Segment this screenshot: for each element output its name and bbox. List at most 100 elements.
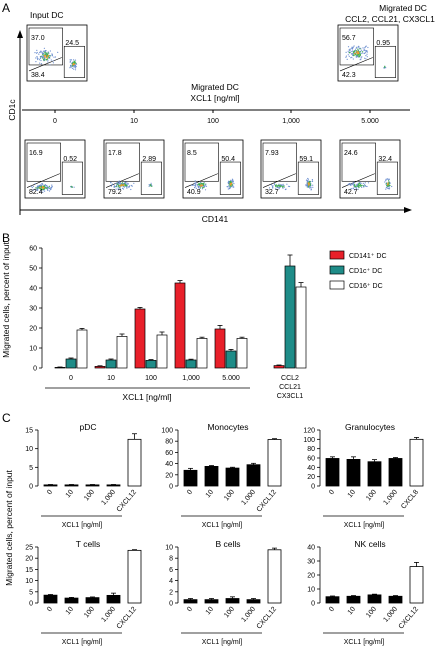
xcl1-migrated-title: Migrated DC [191, 82, 239, 92]
facs-event [280, 184, 282, 186]
facs-event [351, 48, 353, 50]
gate-upper-percent: 8.5 [187, 150, 197, 157]
panel-c-monocytes-x-axis-label: XCL1 [ng/ml] [202, 522, 243, 529]
panel-c-granulocytes-x-tick-label: CXCL8 [400, 489, 420, 511]
panel-c-nk-cells-y-tick-label: 10 [307, 587, 315, 594]
facs-event [359, 48, 361, 50]
cd1c-axis-label: CD1c [7, 99, 17, 121]
facs-event [366, 53, 368, 55]
facs-event [43, 185, 45, 187]
panel-c-t-cells-y-tick-label: 15 [25, 567, 33, 574]
facs-event [365, 58, 367, 60]
facs-event [73, 61, 75, 63]
facs-event [391, 185, 393, 188]
facs-event [205, 185, 208, 187]
facs-event [363, 185, 365, 187]
cd141-arrow-head [404, 207, 412, 213]
panel-c-granulocytes-x-tick-label: 100 [365, 489, 378, 503]
facs-event [352, 182, 354, 184]
panel-c-granulocytes-y-tick-label: 80 [307, 446, 315, 453]
facs-event [47, 52, 49, 54]
facs-event [230, 181, 232, 183]
facs-event [123, 186, 125, 188]
facs-event [358, 47, 360, 49]
facs-event [278, 183, 280, 185]
facs-event [351, 50, 353, 53]
panel-b-y-tick-label: 10 [29, 346, 37, 353]
facs-event [350, 188, 352, 190]
facs-event [51, 53, 53, 55]
panel-c-t-cells-y-tick-label: 25 [25, 545, 33, 552]
panel-c-t-cells-title: T cells [76, 539, 100, 549]
cd141-gate [219, 161, 241, 195]
facs-event [114, 186, 116, 188]
panel-b-x-tick-label: 100 [145, 375, 157, 382]
facs-event [37, 58, 39, 61]
panel-b-x-tick-label: 5.000 [222, 375, 240, 382]
facs-event [122, 184, 125, 186]
facs-event [47, 51, 49, 53]
panel-c-pdc-x-axis-label: XCL1 [ng/ml] [62, 522, 103, 529]
facs-event [49, 54, 51, 57]
facs-event [360, 185, 362, 187]
facs-event [202, 187, 204, 189]
panel-b-legend-swatch [329, 265, 345, 275]
facs-event [40, 190, 42, 192]
panel-c-nk-cells-y-tick-label: 40 [307, 545, 315, 552]
facs-event [351, 53, 353, 55]
facs-event [361, 184, 363, 186]
facs-event [47, 189, 49, 191]
facs-event [357, 188, 359, 190]
facs-event [361, 186, 363, 188]
panel-b-bar [76, 329, 88, 369]
facs-event [43, 56, 45, 58]
panel-c-granulocytes-title: Granulocytes [345, 422, 395, 432]
panel-c-monocytes-y-tick-label: 60 [165, 450, 173, 457]
facs-event [43, 50, 45, 53]
panel-c-t-cells-x-tick-label: 100 [83, 606, 96, 620]
facs-event [37, 57, 39, 60]
facs-event [272, 185, 274, 187]
gate-lower-percent: 38.4 [31, 72, 45, 79]
facs-event [71, 186, 73, 188]
facs-event [352, 47, 354, 49]
facs-event [32, 189, 34, 191]
facs-event [113, 186, 115, 188]
facs-event [39, 62, 41, 64]
facs-event [352, 50, 354, 52]
facs-event [385, 67, 387, 69]
panel-c-monocytes-x-tick-label: 1,000 [240, 489, 257, 507]
facs-event [351, 56, 353, 59]
facs-event [347, 50, 349, 52]
facs-event [72, 63, 74, 65]
panel-c-t-cells-y-tick-label: 0 [29, 601, 33, 608]
facs-event [44, 53, 46, 55]
facs-event [42, 191, 44, 193]
facs-event [348, 183, 350, 185]
facs-event [41, 52, 44, 55]
panel-c-b-cells-y-tick-label: 10 [165, 545, 173, 552]
panel-c-nk-cells-x-axis-label: XCL1 [ng/ml] [344, 639, 385, 646]
facs-event [194, 185, 196, 187]
facs-event [117, 187, 119, 189]
facs-event [119, 182, 121, 184]
facs-event [227, 180, 230, 182]
cd141-gate [374, 45, 396, 78]
panel-c-granulocytes-y-tick-label: 40 [307, 465, 315, 472]
facs-event [352, 46, 354, 48]
facs-event [350, 57, 352, 59]
facs-event [124, 181, 127, 184]
facs-event [50, 59, 52, 61]
facs-event [118, 180, 120, 182]
facs-event [360, 58, 362, 60]
facs-event [353, 54, 355, 57]
panel-b-legend-label: CD1c⁺ DC [349, 268, 382, 275]
panel-b-y-tick-label: 50 [29, 266, 37, 273]
panel-c-t-cells-x-tick-label: CXCL12 [116, 606, 138, 631]
facs-event [282, 187, 284, 189]
gate-right-percent: 2.89 [142, 156, 156, 163]
panel-c-b-cells-bar [204, 599, 219, 604]
facs-event [39, 59, 41, 61]
panel-b-legend-swatch [329, 280, 345, 290]
